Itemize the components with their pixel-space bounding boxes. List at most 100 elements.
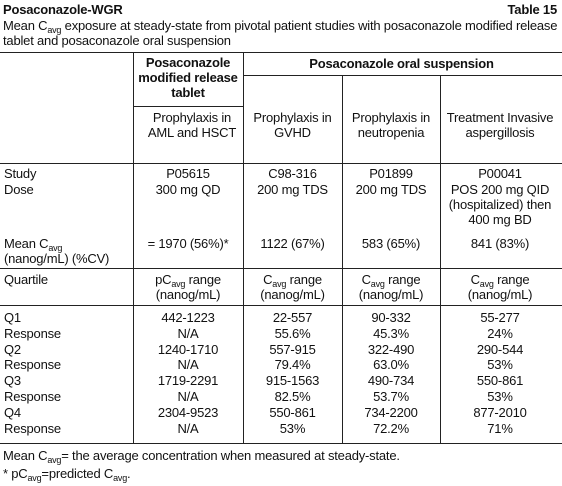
- cell: 63.0%: [373, 357, 409, 373]
- cell: Cavg range (nanog/mL): [346, 272, 436, 302]
- cell: 53.7%: [373, 389, 409, 404]
- row-label: Q1: [4, 310, 21, 325]
- cell: = 1970 (56%)*: [147, 236, 229, 251]
- column-header: Prophylaxis in GVHD: [253, 110, 332, 140]
- cell: 841 (83%): [470, 236, 530, 251]
- cell: 72.2%: [373, 420, 409, 436]
- subscript: avg: [272, 279, 287, 289]
- subscript: avg: [48, 243, 63, 253]
- column-rule: [440, 75, 441, 443]
- rule: [243, 75, 562, 76]
- row-label: Dose: [4, 182, 34, 197]
- text-run: = the average concentration when measure…: [61, 448, 400, 463]
- row-label: Quartile: [4, 272, 48, 287]
- text-run: (nanog/mL) (%CV): [4, 251, 110, 266]
- footnote: Mean Cavg= the average concentration whe…: [3, 448, 559, 465]
- row-label: Study: [4, 166, 37, 181]
- text-run: range (nanog/mL): [358, 272, 424, 302]
- text-run: .: [127, 466, 131, 481]
- subscript: avg: [479, 279, 494, 289]
- cell: 2304-9523: [157, 404, 219, 420]
- cell: Cavg range (nanog/mL): [247, 272, 338, 302]
- group-header: Posaconazole oral suspension: [309, 56, 494, 71]
- cell: 55-277: [480, 310, 520, 325]
- cell: Cavg range (nanog/mL): [444, 272, 556, 302]
- cell: 1719-2291: [157, 373, 219, 389]
- cell: 490-734: [367, 373, 415, 389]
- rule: [0, 305, 562, 306]
- cell: pCavg range (nanog/mL): [137, 272, 239, 302]
- subscript: avg: [47, 455, 62, 465]
- cell: 1240-1710: [157, 341, 219, 357]
- cell: 877-2010: [473, 404, 527, 420]
- column-rule: [243, 52, 244, 443]
- text-run: range (nanog/mL): [155, 272, 221, 302]
- text-run: range (nanog/mL): [467, 272, 533, 302]
- cell: N/A: [177, 389, 199, 404]
- text-run: C: [263, 272, 273, 287]
- text-run: C: [361, 272, 371, 287]
- cell: 442-1223: [161, 310, 215, 325]
- cell: 79.4%: [274, 357, 311, 373]
- cell: 200 mg TDS: [257, 182, 328, 197]
- cell: 53%: [279, 420, 306, 436]
- text-run: Mean C: [3, 18, 48, 33]
- cell: 90-332: [371, 310, 411, 325]
- text-run: Mean C: [4, 236, 49, 251]
- caption: Mean Cavg exposure at steady-state from …: [3, 18, 559, 48]
- cell: 22-557: [272, 310, 313, 325]
- text-run: exposure at steady-state from pivotal pa…: [3, 18, 558, 48]
- cell: P05615: [166, 166, 210, 181]
- rule: [0, 268, 562, 269]
- subscript: avg: [171, 279, 186, 289]
- row-label: Q2: [4, 341, 21, 357]
- cell: 24%: [487, 325, 513, 341]
- cell: 200 mg TDS: [355, 182, 427, 197]
- text-run: pC: [155, 272, 172, 287]
- cell: 82.5%: [274, 389, 311, 404]
- group-header: Posaconazole modified release tablet: [138, 55, 238, 100]
- column-rule: [133, 52, 134, 443]
- cell: 71%: [487, 420, 513, 436]
- cell: N/A: [177, 325, 199, 341]
- rule: [133, 106, 243, 107]
- column-header: Prophylaxis in AML and HSCT: [147, 110, 237, 140]
- row-label: Response: [4, 420, 61, 436]
- row-label: Q3: [4, 373, 21, 389]
- row-label: Mean Cavg (nanog/mL) (%CV): [4, 236, 129, 266]
- subscript: avg: [113, 473, 128, 483]
- row-label: Response: [4, 357, 61, 373]
- cell: 734-2200: [364, 404, 418, 420]
- subscript: avg: [370, 279, 385, 289]
- text-run: range (nanog/mL): [260, 272, 325, 302]
- cell: P00041: [478, 166, 522, 181]
- cell: 53%: [487, 357, 513, 373]
- text-run: * pC: [3, 466, 28, 481]
- table-number: Table 15: [507, 2, 558, 17]
- cell: 550-861: [476, 373, 524, 389]
- row-label: Response: [4, 389, 61, 404]
- subscript: avg: [47, 25, 62, 35]
- rule: [0, 52, 562, 53]
- rule: [0, 443, 562, 444]
- cell: 550-861: [269, 404, 316, 420]
- cell: 1122 (67%): [260, 236, 325, 251]
- cell: 55.6%: [274, 325, 311, 341]
- title: Posaconazole-WGR: [3, 2, 123, 17]
- cell: 583 (65%): [361, 236, 421, 251]
- cell: 290-544: [476, 341, 524, 357]
- text-run: C: [470, 272, 480, 287]
- row-label: Q4: [4, 404, 21, 420]
- text-run: =predicted C: [41, 466, 114, 481]
- rule: [0, 163, 562, 164]
- cell: 322-490: [367, 341, 415, 357]
- text-run: Mean C: [3, 448, 48, 463]
- subscript: avg: [27, 473, 42, 483]
- column-header: Treatment Invasive aspergillosis: [446, 110, 554, 140]
- cell: 45.3%: [373, 325, 409, 341]
- cell: 557-915: [269, 341, 316, 357]
- cell: C98-316: [268, 166, 317, 181]
- column-header: Prophylaxis in neutropenia: [351, 110, 431, 140]
- cell: POS 200 mg QID (hospitalized) then 400 m…: [448, 182, 552, 227]
